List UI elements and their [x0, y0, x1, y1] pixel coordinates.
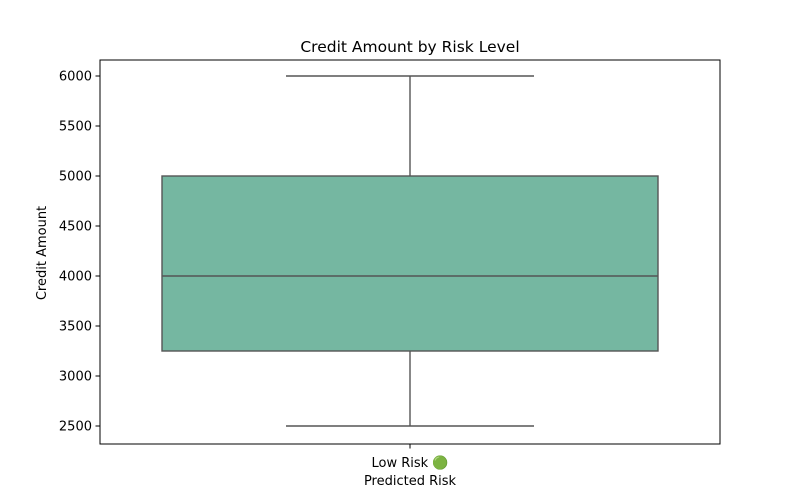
chart-title: Credit Amount by Risk Level: [300, 38, 519, 56]
y-tick-label: 4000: [59, 270, 92, 285]
x-axis-label: Predicted Risk: [364, 474, 457, 489]
y-tick-label: 5000: [59, 170, 92, 185]
box-iqr: [161, 175, 659, 352]
y-axis-label: Credit Amount: [35, 206, 50, 300]
y-tick-label: 3500: [59, 320, 92, 335]
plot-area: 2500 3000 3500 4000 4500 5000 5500 6000 Low Risk…: [59, 59, 721, 471]
y-tick-label: 2500: [59, 420, 92, 435]
y-tick-label: 3000: [59, 370, 92, 385]
y-tick-label: 6000: [59, 70, 92, 85]
y-tick-label: 5500: [59, 120, 92, 135]
y-tick-label: 4500: [59, 220, 92, 235]
x-tick-label: Low Risk 🟢: [372, 455, 449, 471]
